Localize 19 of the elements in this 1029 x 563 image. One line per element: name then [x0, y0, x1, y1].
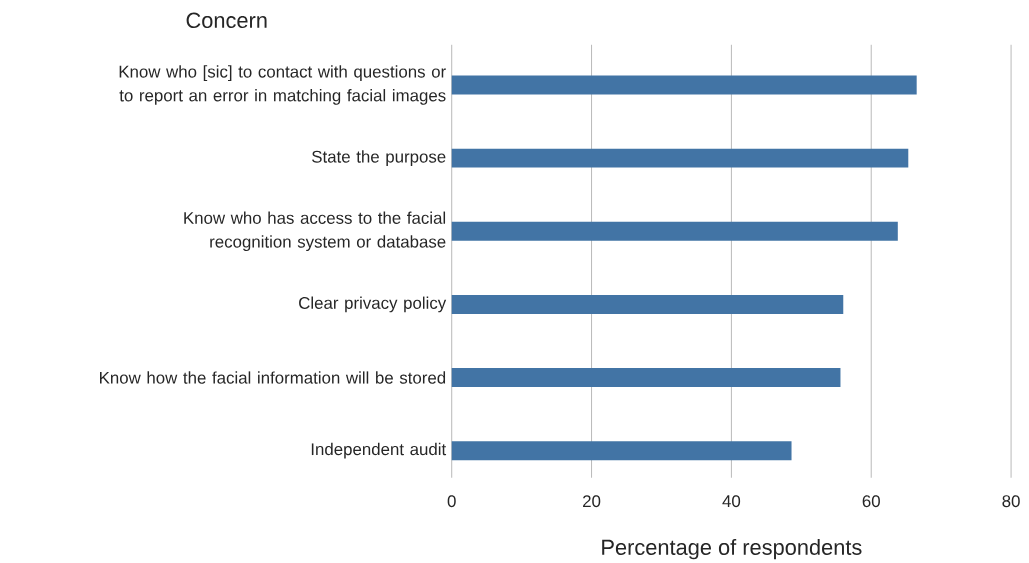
bar [451, 75, 917, 95]
bar [451, 148, 909, 168]
x-tick-label: 20 [583, 495, 601, 508]
y-tick-label: Know who has access to the facial recognition system or database [184, 211, 446, 252]
bar [451, 222, 898, 241]
x-tick-label: 60 [862, 495, 880, 508]
x-tick-label: 80 [1002, 495, 1020, 508]
x-tick-label: 40 [722, 495, 741, 508]
y-tick-label: Know who [sic] to contact with questions or to report an error in matching facial images [119, 65, 446, 105]
bar [451, 368, 841, 388]
bar [451, 441, 792, 461]
y-tick-label: State the purpose [312, 150, 446, 167]
y-tick-label: Independent audit [311, 443, 447, 459]
y-tick-label: Clear privacy policy [299, 296, 447, 313]
x-tick-label: 0 [447, 495, 456, 508]
y-axis-title: Concern [186, 12, 267, 29]
y-tick-label: Know how the facial information will be stored [100, 371, 446, 384]
x-axis-title: Percentage of respondents [602, 539, 862, 560]
bar [451, 295, 844, 315]
